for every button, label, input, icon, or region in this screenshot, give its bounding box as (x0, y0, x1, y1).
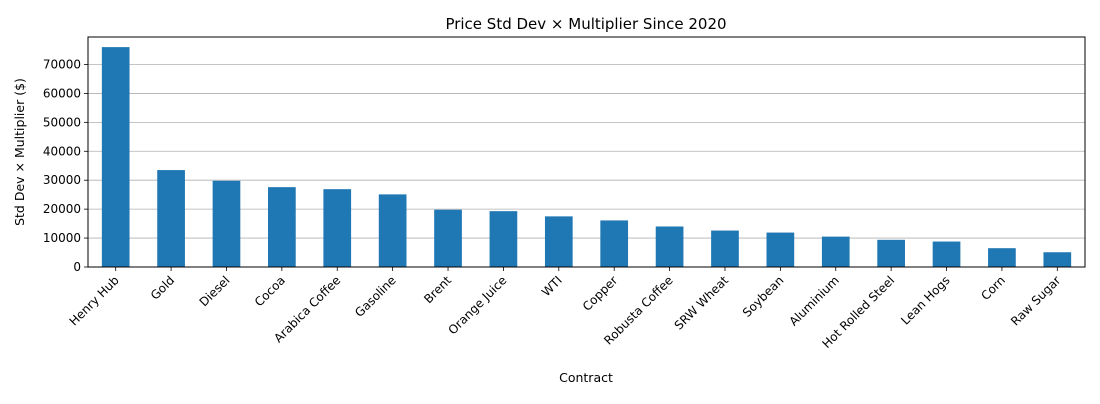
y-tick-label: 40000 (43, 144, 81, 158)
x-tick-label: Cocoa (252, 273, 288, 309)
x-tick-label: SRW Wheat (672, 273, 732, 333)
bar-cocoa (268, 187, 296, 267)
x-tick-label: Soybean (740, 273, 787, 320)
chart-title: Price Std Dev × Multiplier Since 2020 (445, 15, 726, 33)
x-tick-label: Lean Hogs (898, 273, 952, 327)
x-tick-label: Copper (580, 273, 621, 314)
x-tick-label: Gold (148, 273, 177, 302)
bar-henry-hub (101, 47, 130, 267)
y-tick-label: 50000 (43, 115, 81, 129)
bar-robusta-coffee (655, 226, 684, 267)
y-tick-label: 20000 (43, 202, 81, 216)
y-axis-ticks: 0 10000 20000 30000 40000 50000 60000 70000 (43, 57, 88, 274)
bar-gasoline (378, 194, 407, 267)
y-tick-label: 10000 (43, 231, 81, 245)
y-tick-label: 0 (73, 260, 81, 274)
x-tick-label: Raw Sugar (1008, 273, 1063, 328)
bar-soybean (766, 232, 795, 267)
bar-corn (988, 248, 1016, 267)
x-tick-label: Aluminium (786, 273, 841, 328)
bar-hot-rolled-steel (877, 239, 905, 267)
y-tick-label: 70000 (43, 57, 81, 71)
bar-aluminium (821, 236, 850, 267)
x-tick-label: Corn (978, 273, 1008, 303)
bar-raw-sugar (1043, 252, 1072, 267)
bar-arabica-coffee (323, 189, 352, 267)
bar-orange-juice (489, 211, 518, 267)
x-axis-title: Contract (559, 370, 613, 385)
x-tick-label: WTI (539, 273, 565, 299)
bar-brent (434, 209, 462, 267)
x-tick-label: Diesel (197, 273, 233, 309)
bar-wti (544, 216, 573, 267)
bar-lean-hogs (932, 241, 961, 267)
bar-gold (157, 170, 185, 267)
y-tick-label: 30000 (43, 173, 81, 187)
bar-srw-wheat (711, 230, 739, 267)
x-tick-label: Orange Juice (445, 273, 509, 337)
y-tick-label: 60000 (43, 86, 81, 100)
x-tick-label: Henry Hub (67, 273, 122, 328)
plot-frame (87, 36, 1086, 268)
bar-diesel (212, 180, 241, 267)
y-axis-title: Std Dev × Multiplier ($) (12, 78, 27, 226)
gridlines (88, 64, 1085, 268)
x-tick-label: Gasoline (352, 273, 399, 320)
x-tick-label: Brent (421, 273, 454, 306)
bar-copper (600, 220, 629, 267)
bars (101, 47, 1072, 267)
